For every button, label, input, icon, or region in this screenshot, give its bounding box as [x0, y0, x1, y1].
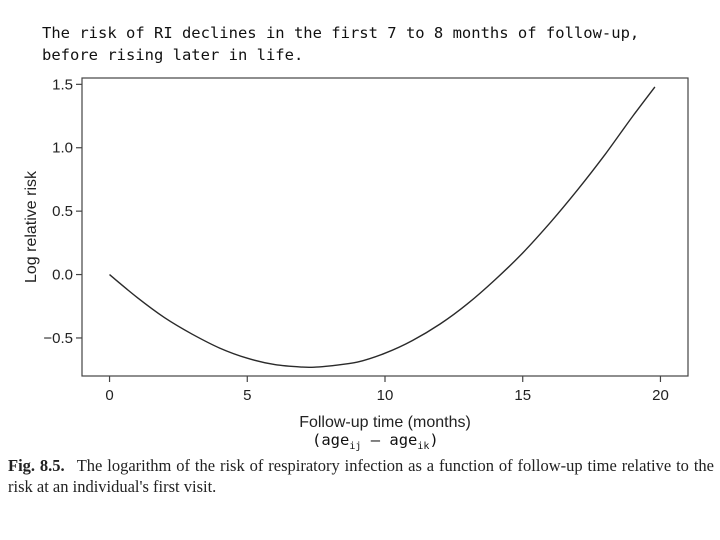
x-axis-title: Follow-up time (months) [299, 414, 471, 431]
y-tick-label: 0.0 [52, 267, 73, 284]
figure-caption-text: The logarithm of the risk of respiratory… [8, 456, 714, 496]
figure-label: Fig. 8.5. [8, 456, 65, 475]
y-tick-label: −0.5 [43, 330, 73, 347]
slide-title: The risk of RI declines in the first 7 t… [42, 24, 640, 64]
y-axis-title: Log relative risk [23, 170, 40, 283]
age-difference-annotation: (ageij – ageik) [312, 431, 439, 453]
x-tick-label: 15 [514, 387, 531, 404]
y-tick-label: 1.5 [52, 76, 73, 93]
plot-frame [81, 77, 689, 377]
x-tick-label: 5 [243, 387, 251, 404]
x-tick-label: 20 [652, 387, 669, 404]
figure-caption: Fig. 8.5. The logarithm of the risk of re… [8, 455, 714, 497]
series-line [109, 86, 656, 369]
y-tick-label: 0.5 [52, 203, 73, 220]
y-tick-label: 1.0 [52, 140, 73, 157]
x-tick-label: 10 [377, 387, 394, 404]
x-tick-label: 0 [105, 387, 113, 404]
